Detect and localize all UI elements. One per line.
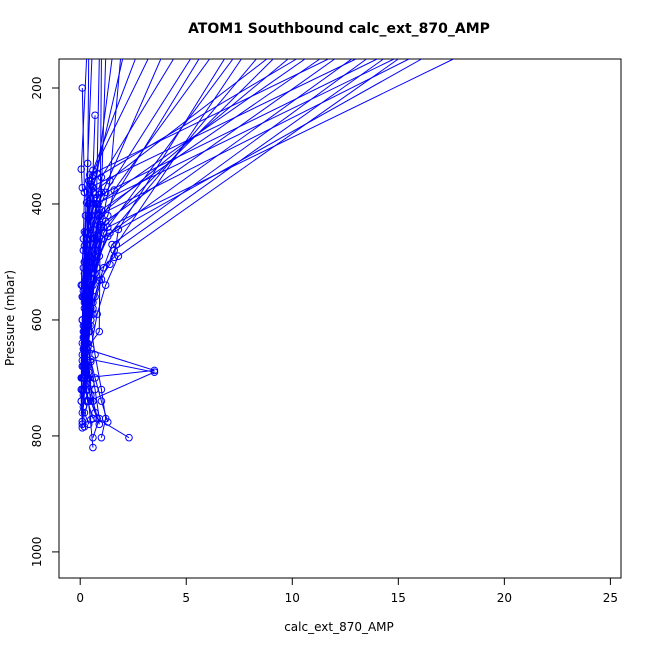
series-profile <box>79 59 395 394</box>
plot-area <box>58 58 622 579</box>
series-line <box>81 59 357 361</box>
data-point <box>95 420 104 429</box>
data-point <box>150 366 159 375</box>
series-layer <box>77 59 454 452</box>
series-line <box>82 59 329 291</box>
data-point <box>78 420 87 429</box>
series-profile <box>82 59 454 353</box>
data-point <box>94 211 103 220</box>
data-point <box>82 234 91 243</box>
data-point <box>95 327 104 336</box>
series-profile <box>80 59 121 382</box>
x-axis: 0 5 10 15 20 25 <box>76 577 618 605</box>
series-line <box>81 59 297 355</box>
data-point <box>97 275 106 284</box>
y-tick-label: 400 <box>30 193 44 216</box>
series-profile <box>80 59 422 371</box>
series-line <box>82 59 289 384</box>
data-point <box>85 171 94 179</box>
data-point <box>101 281 110 289</box>
series-profile <box>80 59 384 382</box>
data-point <box>93 234 101 243</box>
data-point <box>97 433 106 442</box>
y-tick-label: 600 <box>30 308 44 331</box>
data-point <box>97 188 106 197</box>
x-tick-label: 5 <box>182 591 190 605</box>
y-axis-label: Pressure (mbar) <box>3 270 17 366</box>
data-point <box>114 252 123 260</box>
data-point <box>125 433 133 442</box>
data-point <box>88 182 96 191</box>
x-tick-label: 20 <box>497 591 512 605</box>
x-tick-label: 10 <box>285 591 300 605</box>
data-point <box>103 418 112 426</box>
data-point <box>80 408 89 417</box>
series-line <box>81 59 155 390</box>
y-tick-label: 200 <box>30 77 44 100</box>
x-axis-label: calc_ext_870_AMP <box>284 620 394 634</box>
y-tick-label: 1000 <box>30 537 44 568</box>
data-point <box>89 433 97 442</box>
data-point <box>89 397 97 405</box>
series-line <box>82 59 395 390</box>
data-point <box>80 374 89 382</box>
data-point <box>106 176 114 185</box>
series-line <box>80 59 162 402</box>
series-line <box>81 59 306 378</box>
data-point <box>97 223 106 231</box>
x-tick-label: 15 <box>391 591 406 605</box>
series-line <box>81 59 378 378</box>
data-point <box>79 403 88 411</box>
series-line <box>86 59 399 384</box>
data-point <box>87 415 95 424</box>
data-point <box>80 298 89 307</box>
x-tick-label: 0 <box>76 591 84 605</box>
series-profile <box>79 59 410 400</box>
data-point <box>91 408 99 417</box>
data-point <box>93 310 101 318</box>
data-point <box>91 269 99 278</box>
data-point <box>97 397 106 405</box>
data-point <box>78 84 87 92</box>
series-line <box>82 59 100 407</box>
data-point <box>84 321 93 330</box>
series-line <box>80 59 90 425</box>
y-tick-label: 800 <box>30 424 44 447</box>
series-line <box>83 59 121 378</box>
data-point <box>89 443 97 452</box>
data-point <box>77 165 86 173</box>
y-axis: 200 400 600 800 1000 <box>30 77 60 568</box>
data-point <box>82 362 91 371</box>
chart-title: ATOM1 Southbound calc_ext_870_AMP <box>188 21 490 37</box>
x-tick-label: 25 <box>603 591 618 605</box>
data-point <box>110 246 118 255</box>
data-point <box>78 183 87 192</box>
